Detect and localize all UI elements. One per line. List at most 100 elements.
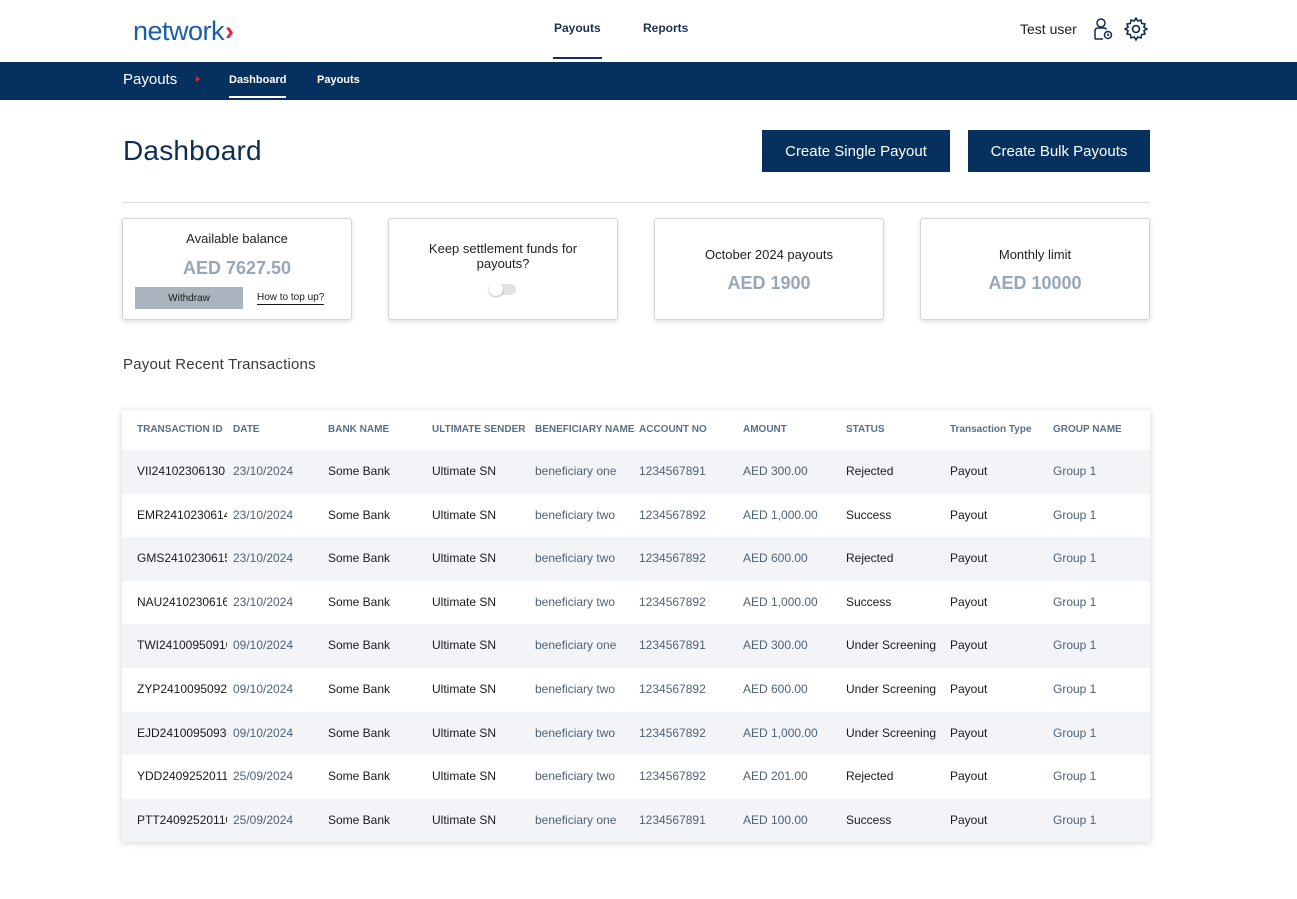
table-row[interactable]: GMS24102306150 23/10/2024 Some Bank Ultimat…: [122, 537, 1150, 581]
bank-name-cell: Some Bank: [328, 682, 391, 696]
account-no-cell: 1234567891: [639, 638, 706, 653]
create-single-payout-button[interactable]: Create Single Payout: [762, 130, 950, 172]
logo-chevron-icon: ›: [225, 16, 234, 46]
top-header: network› Payouts Reports Test user: [0, 0, 1297, 62]
transactions-table: TRANSACTION ID DATE BANK NAME ULTIMATE SEND…: [122, 410, 1150, 843]
amount-cell: AED 1,000.00: [743, 507, 818, 522]
bank-name-cell: Some Bank: [328, 769, 391, 784]
account-no-cell: 1234567892: [639, 682, 706, 696]
beneficiary-name-cell: beneficiary one: [535, 812, 617, 827]
gear-icon[interactable]: [1122, 15, 1150, 43]
column-header: ULTIMATE SENDER: [432, 424, 526, 435]
user-settings-icon[interactable]: [1089, 15, 1117, 43]
ultimate-sender-cell: Ultimate SN: [432, 812, 497, 827]
monthly-limit-value: AED 10000: [988, 273, 1082, 293]
table-row[interactable]: ZYP24100950920 09/10/2024 Some Bank Ultimat…: [122, 668, 1150, 712]
settlement-label: Keep settlement funds for payouts?: [428, 241, 578, 271]
amount-cell: AED 600.00: [743, 551, 808, 566]
balance-label: Available balance: [186, 231, 288, 246]
ultimate-sender-cell: Ultimate SN: [432, 551, 497, 566]
group-name-cell: Group 1: [1053, 812, 1097, 827]
monthly-payouts-label: October 2024 payouts: [705, 247, 833, 262]
transaction-type-cell: Payout: [950, 507, 988, 522]
column-header: GROUP NAME: [1053, 424, 1122, 435]
subnav-title: Payouts: [123, 71, 178, 88]
column-header: DATE: [233, 424, 260, 435]
group-name-cell: Group 1: [1053, 682, 1097, 696]
date-cell: 25/09/2024: [233, 812, 294, 827]
subnav-arrow-icon: [196, 76, 200, 82]
account-no-cell: 1234567892: [639, 725, 706, 740]
recent-transactions-title: Payout Recent Transactions: [123, 356, 316, 373]
transaction-type-cell: Payout: [950, 594, 988, 609]
transaction-type-cell: Payout: [950, 769, 988, 784]
amount-cell: AED 1,000.00: [743, 594, 818, 609]
subnav-payouts[interactable]: Payouts: [317, 74, 360, 86]
nav-payouts[interactable]: Payouts: [553, 21, 602, 59]
date-cell: 09/10/2024: [233, 725, 294, 740]
account-no-cell: 1234567892: [639, 594, 706, 609]
transaction-type-cell: Payout: [950, 638, 988, 653]
monthly-payouts-card: October 2024 payouts AED 1900: [654, 218, 884, 320]
table-row[interactable]: PTT24092520110 25/09/2024 Some Bank Ultimat…: [122, 798, 1150, 843]
transaction-type-cell: Payout: [950, 551, 988, 566]
monthly-limit-card: Monthly limit AED 10000: [920, 218, 1150, 320]
beneficiary-name-cell: beneficiary two: [535, 594, 616, 609]
bank-name-cell: Some Bank: [328, 551, 391, 566]
column-header: BENEFICIARY NAME: [535, 424, 635, 435]
bank-name-cell: Some Bank: [328, 812, 391, 827]
table-row[interactable]: NAU24102306160 23/10/2024 Some Bank Ultimat…: [122, 581, 1150, 625]
group-name-cell: Group 1: [1053, 507, 1097, 522]
beneficiary-name-cell: beneficiary two: [535, 507, 616, 522]
settlement-funds-card: Keep settlement funds for payouts?: [388, 218, 618, 320]
table-row[interactable]: VII24102306130 23/10/2024 Some Bank Ultimat…: [122, 450, 1150, 494]
transaction-id-cell: EJD24100950930: [137, 725, 227, 740]
how-to-top-up-link[interactable]: How to top up?: [257, 292, 325, 305]
monthly-payouts-value: AED 1900: [727, 273, 811, 293]
ultimate-sender-cell: Ultimate SN: [432, 638, 497, 653]
transaction-id-cell: NAU24102306160: [137, 594, 227, 609]
amount-cell: AED 600.00: [743, 682, 808, 696]
date-cell: 23/10/2024: [233, 464, 294, 478]
date-cell: 23/10/2024: [233, 594, 294, 609]
subnav-dashboard[interactable]: Dashboard: [229, 74, 287, 98]
bank-name-cell: Some Bank: [328, 594, 391, 609]
available-balance-card: Available balance AED 7627.50 Withdraw H…: [122, 218, 352, 320]
group-name-cell: Group 1: [1053, 638, 1097, 653]
transaction-type-cell: Payout: [950, 725, 988, 740]
settlement-toggle[interactable]: [489, 282, 516, 296]
beneficiary-name-cell: beneficiary two: [535, 551, 616, 566]
bank-name-cell: Some Bank: [328, 725, 391, 740]
account-no-cell: 1234567891: [639, 812, 706, 827]
ultimate-sender-cell: Ultimate SN: [432, 682, 497, 696]
amount-cell: AED 1,000.00: [743, 725, 818, 740]
status-cell: Under Screening: [846, 682, 937, 696]
amount-cell: AED 201.00: [743, 769, 808, 784]
column-header: Transaction Type: [950, 424, 1032, 435]
account-no-cell: 1234567892: [639, 769, 706, 784]
table-row[interactable]: TWI24100950910 09/10/2024 Some Bank Ultimat…: [122, 624, 1150, 668]
beneficiary-name-cell: beneficiary one: [535, 638, 617, 653]
account-no-cell: 1234567891: [639, 464, 706, 478]
transaction-type-cell: Payout: [950, 464, 988, 478]
table-row[interactable]: YDD24092520110 25/09/2024 Some Bank Ultimat…: [122, 755, 1150, 799]
amount-cell: AED 100.00: [743, 812, 808, 827]
date-cell: 25/09/2024: [233, 769, 294, 784]
table-row[interactable]: EMR24102306140 23/10/2024 Some Bank Ultimat…: [122, 494, 1150, 538]
nav-reports[interactable]: Reports: [643, 21, 689, 35]
user-name[interactable]: Test user: [1020, 21, 1077, 37]
bank-name-cell: Some Bank: [328, 638, 391, 653]
status-cell: Rejected: [846, 551, 894, 566]
ultimate-sender-cell: Ultimate SN: [432, 464, 497, 478]
ultimate-sender-cell: Ultimate SN: [432, 594, 497, 609]
beneficiary-name-cell: beneficiary two: [535, 682, 616, 696]
column-header: ACCOUNT NO: [639, 424, 707, 435]
account-no-cell: 1234567892: [639, 507, 706, 522]
transaction-id-cell: PTT24092520110: [137, 812, 227, 827]
status-cell: Success: [846, 507, 892, 522]
network-logo[interactable]: network›: [133, 16, 234, 47]
create-bulk-payouts-button[interactable]: Create Bulk Payouts: [968, 130, 1150, 172]
table-header: TRANSACTION ID DATE BANK NAME ULTIMATE SEND…: [122, 410, 1150, 450]
withdraw-button[interactable]: Withdraw: [135, 287, 243, 309]
table-row[interactable]: EJD24100950930 09/10/2024 Some Bank Ultimat…: [122, 711, 1150, 756]
